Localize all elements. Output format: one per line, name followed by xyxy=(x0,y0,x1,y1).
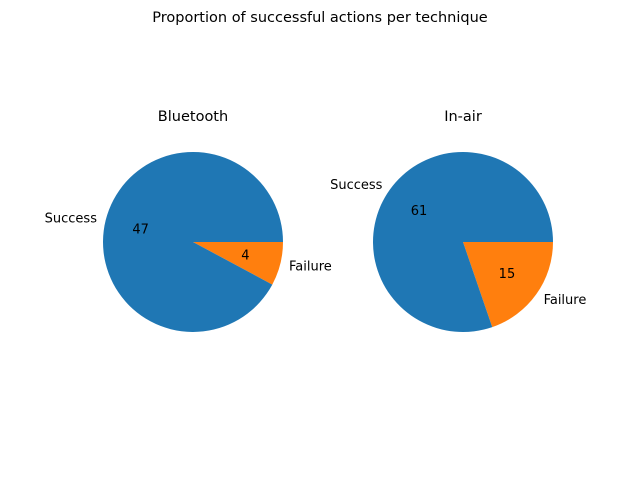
category-label-bluetooth-failure: Failure xyxy=(289,260,332,275)
data-label-in-air-failure: 15 xyxy=(499,267,516,282)
pie-chart-bluetooth: Bluetooth 4 Failure 47 Success xyxy=(45,109,332,333)
figure-title: Proportion of successful actions per tec… xyxy=(152,10,488,26)
pie-title-in-air: In-air xyxy=(444,109,482,125)
category-label-in-air-failure: Failure xyxy=(544,293,587,308)
data-label-bluetooth-success: 47 xyxy=(132,222,149,237)
category-label-bluetooth-success: Success xyxy=(45,211,98,226)
category-label-in-air-success: Success xyxy=(330,178,383,193)
pie-slice-bluetooth-failure xyxy=(193,242,283,285)
pie-slice-in-air-failure xyxy=(463,242,553,328)
pie-title-bluetooth: Bluetooth xyxy=(158,109,228,125)
data-label-bluetooth-failure: 4 xyxy=(241,249,249,264)
pie-chart-in-air: In-air 15 Failure 61 Success xyxy=(330,109,587,333)
pie-slice-bluetooth-success xyxy=(102,152,283,333)
data-label-in-air-success: 61 xyxy=(411,204,428,219)
pie-slice-in-air-success xyxy=(373,152,553,333)
